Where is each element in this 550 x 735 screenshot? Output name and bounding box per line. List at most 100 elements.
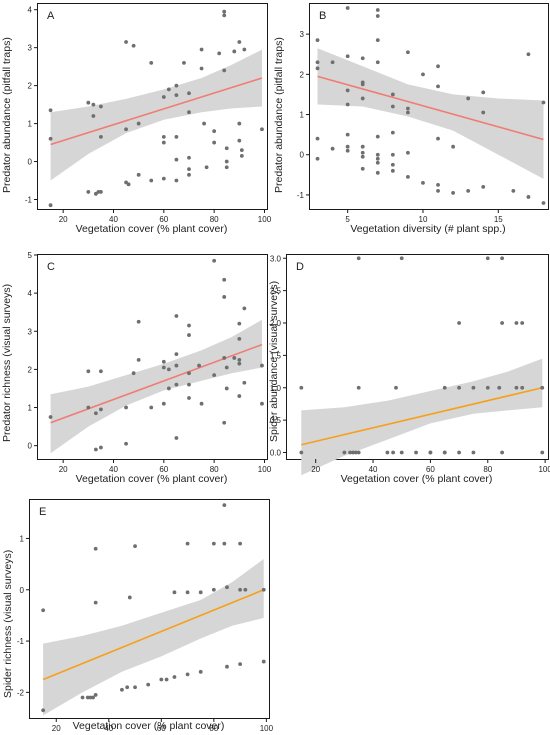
panel-a-point-24	[161, 176, 166, 181]
panel-e-ytick-label-2: 0	[20, 586, 25, 595]
panel-a-point-36	[187, 172, 191, 177]
panel-c-point-40	[237, 321, 242, 326]
panel-d-point-19	[442, 450, 447, 455]
panel-a-point-16	[131, 43, 136, 48]
panel-e-point-19	[185, 541, 190, 546]
panel-b-point-19	[360, 150, 365, 155]
panel-c-point-10	[131, 371, 136, 376]
panel-b-ylabel: Predator abundance (pitfall traps)	[273, 37, 285, 193]
panel-a-point-2	[48, 203, 53, 208]
panel-c-point-24	[187, 323, 191, 328]
panel-c-point-21	[174, 363, 179, 368]
panel-b-point-18	[360, 144, 365, 149]
panel-a-point-27	[174, 93, 179, 98]
panel-d-point-1	[299, 450, 304, 455]
panel-e-point-27	[222, 541, 227, 546]
panel-e-point-28	[225, 585, 229, 590]
panel-c-point-35	[222, 356, 227, 360]
panel-b-point-49	[451, 144, 456, 149]
panel-a-ylabel: Predator abundance (pitfall traps)	[1, 37, 13, 193]
panel-a-point-11	[99, 190, 103, 194]
panel-a-point-47	[224, 146, 229, 151]
panel-b-point-4	[315, 156, 320, 161]
panel-a-point-41	[212, 129, 217, 134]
panel-d-point-24	[471, 450, 476, 455]
panel-b-point-32	[390, 104, 395, 109]
panel-b-point-34	[390, 152, 395, 157]
panel-b-point-3	[315, 136, 320, 141]
panel-d-point-28	[500, 256, 505, 261]
panel-c-point-33	[222, 277, 227, 282]
panel-e-point-20	[185, 590, 190, 595]
panel-d-ytick-label-0: 0.0	[270, 449, 282, 458]
panel-a-point-50	[232, 49, 237, 54]
panel-e-letter: E	[39, 506, 47, 518]
panel-c-point-7	[99, 445, 103, 450]
panel-a-ytick-label-5: 4	[28, 6, 33, 15]
panel-c-ytick-label-4: 4	[28, 289, 33, 298]
panel-b-point-46	[436, 136, 440, 141]
panel-d-point-27	[497, 385, 502, 390]
panel-d-point-21	[457, 385, 461, 390]
panel-b-ytick-label-2: 1	[300, 111, 305, 120]
panel-d-point-12	[399, 256, 404, 261]
panel-a: A 20 40 60 80 100 -1 0 1 2 3 4	[25, 3, 272, 224]
panel-a-xtick-label-0: 20	[59, 215, 68, 224]
panel-c-point-6	[99, 407, 103, 412]
panel-e-point-11	[127, 595, 132, 600]
panel-b-point-56	[511, 189, 516, 193]
panel-a-point-33	[187, 110, 191, 115]
panel-b-point-35	[390, 162, 395, 167]
panel-b-point-14	[360, 56, 365, 61]
panel-b-point-26	[375, 134, 380, 139]
panel-c-ytick-label-1: 1	[28, 404, 33, 413]
panel-d-point-20	[457, 321, 461, 325]
panel-c-point-39	[232, 356, 237, 360]
panel-c-point-8	[124, 405, 128, 410]
panel-d-point-34	[520, 385, 525, 390]
panel-e-point-8	[93, 693, 98, 697]
panel-c-point-45	[242, 306, 247, 311]
panel-e-point-17	[172, 590, 177, 595]
panel-e-xtick-label-3: 80	[209, 724, 218, 733]
panel-b-point-38	[406, 106, 410, 111]
panel-d-xtick-label-1: 40	[369, 465, 378, 474]
panel-a-point-25	[166, 87, 171, 92]
panel-c-ytick-label-2: 2	[28, 365, 33, 374]
panel-d-point-4	[351, 450, 355, 455]
panel-b-point-52	[466, 189, 471, 193]
panel-a-point-38	[199, 66, 204, 71]
panel-a-point-45	[222, 13, 227, 18]
panel-e-point-33	[243, 587, 248, 592]
panel-e-xtick-label-4: 100	[260, 724, 274, 733]
panel-b-point-30	[375, 170, 380, 175]
panel-a-xtick-label-1: 40	[109, 215, 118, 224]
panel-c-point-34	[222, 295, 227, 299]
panel-e-point-16	[164, 677, 169, 682]
panel-a-plot: 20 40 60 80 100 -1 0 1 2 3 4	[25, 6, 272, 224]
panel-a-point-57	[260, 127, 264, 132]
panel-a-point-49	[224, 165, 229, 170]
panel-c-letter: C	[47, 261, 55, 273]
panel-d-point-26	[485, 385, 490, 390]
panel-b-point-31	[390, 92, 395, 97]
panel-a-point-10	[99, 134, 103, 139]
panel-a-point-3	[86, 100, 91, 105]
panel-d-ytick-label-2: 1.0	[270, 384, 282, 393]
panel-b-point-20	[360, 154, 365, 159]
panel-d-point-29	[500, 321, 505, 325]
panel-c-point-17	[166, 367, 171, 372]
panel-a-point-21	[161, 95, 166, 99]
panel-e-point-4	[88, 695, 93, 700]
panel-e-xtick-label-2: 60	[157, 724, 166, 733]
panel-d-xtick-label-3: 80	[483, 465, 492, 474]
panel-c-point-13	[149, 405, 154, 410]
panel-e-confidence-band	[43, 559, 264, 716]
panel-d-xtick-label-2: 60	[426, 465, 435, 474]
panel-a-point-32	[187, 91, 191, 96]
panel-a-point-22	[161, 134, 166, 139]
panel-e-point-2	[80, 695, 85, 700]
panel-e-xtick-label-0: 20	[52, 724, 61, 733]
panel-d-point-13	[399, 450, 404, 455]
panel-a-ytick-label-3: 2	[28, 82, 33, 91]
